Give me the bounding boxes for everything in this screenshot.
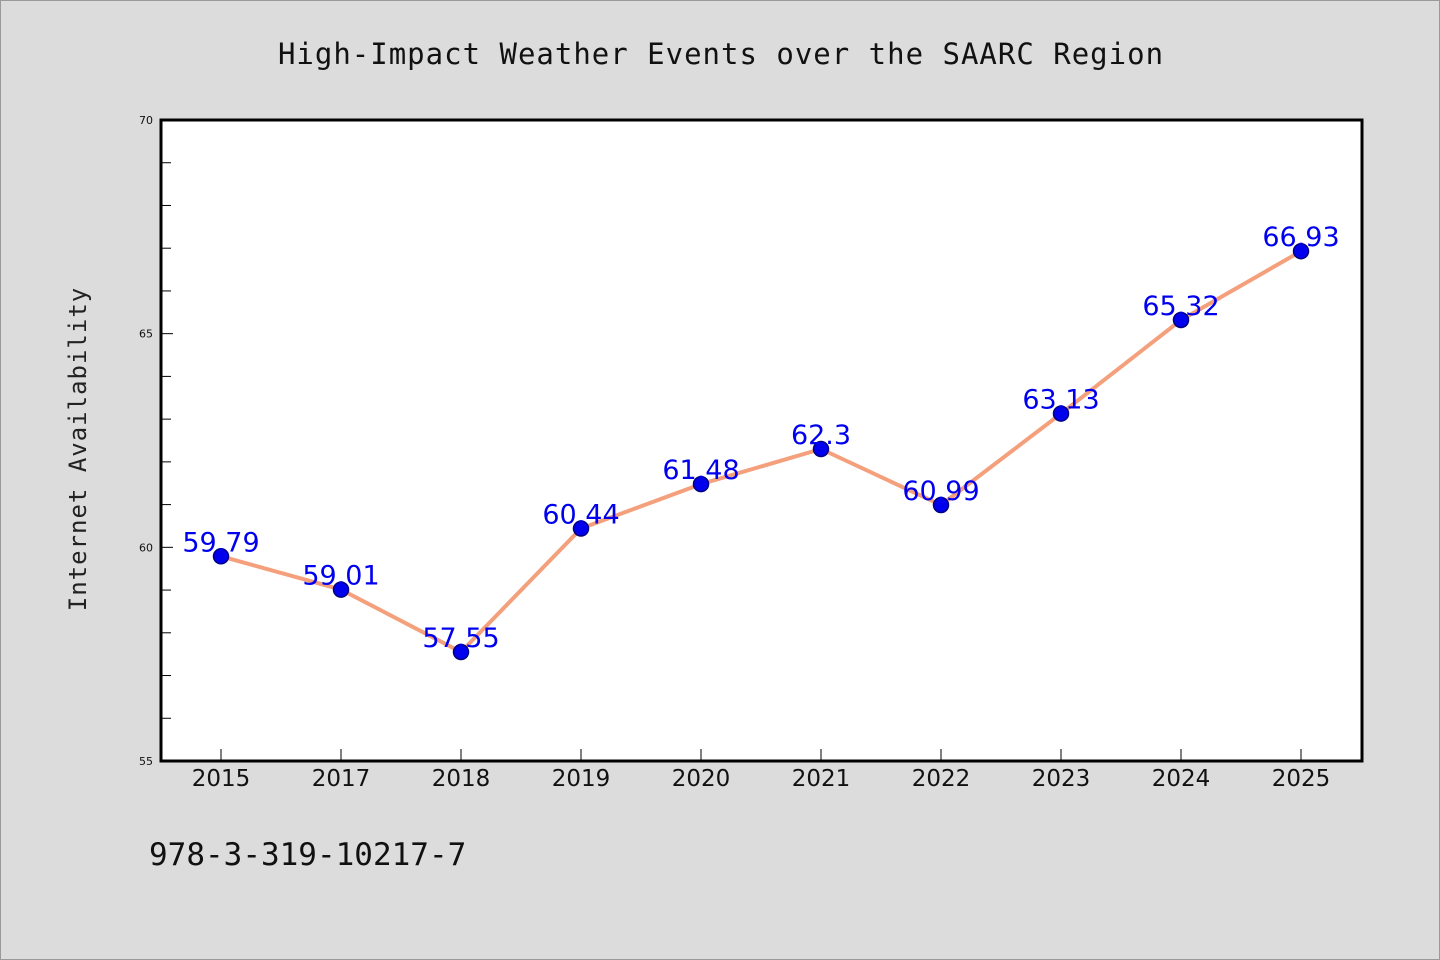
data-point: [572, 520, 590, 537]
y-tick-label: 70: [139, 114, 153, 127]
data-label: 59.01: [302, 561, 379, 592]
y-tick-label: 60: [139, 541, 153, 554]
x-tick-label: 2021: [792, 766, 851, 792]
data-label: 63.13: [1022, 385, 1099, 416]
data-point: [1172, 311, 1190, 329]
x-tick-label: 2024: [1152, 766, 1211, 792]
x-tick-label: 2020: [672, 766, 731, 792]
data-label: 60.44: [542, 500, 619, 531]
y-tick-label: 55: [139, 755, 153, 768]
x-tick-label: 2022: [912, 766, 971, 792]
y-tick-label: 65: [139, 328, 153, 341]
chart-title: High-Impact Weather Events over the SAAR…: [278, 37, 1164, 71]
x-axis: 2015 2017 2018 2019 2020 2021 2022 2023 2024 2025: [192, 749, 1331, 792]
data-point: [692, 475, 710, 493]
data-label: 60.99: [902, 476, 979, 507]
x-tick-label: 2023: [1032, 766, 1091, 792]
data-label: 59.79: [182, 527, 259, 558]
data-point: [932, 496, 950, 514]
plot-area: [161, 120, 1362, 761]
x-tick-label: 2017: [312, 766, 371, 792]
x-tick-label: 2015: [192, 766, 251, 792]
data-point: [812, 440, 830, 458]
data-point: [1052, 405, 1070, 422]
data-label: 57.55: [422, 623, 499, 654]
data-point: [1292, 242, 1310, 260]
data-point: [212, 548, 230, 565]
series-line: [219, 249, 1303, 654]
data-labels: 59.79 59.01 57.55 60.44 61.48 62.3 60.99 63.13 6…: [182, 222, 1339, 654]
footer-code: 978-3-319-10217-7: [149, 837, 466, 873]
data-label: 65.32: [1142, 291, 1219, 322]
x-tick-label: 2018: [432, 766, 491, 792]
y-axis-label: Internet Availability: [64, 287, 92, 611]
data-point: [332, 581, 350, 598]
series-markers: [212, 242, 1310, 661]
data-label: 62.3: [791, 420, 851, 451]
y-axis: 55 60 65 70: [139, 114, 173, 768]
x-tick-label: 2025: [1272, 766, 1331, 792]
data-point: [452, 643, 470, 661]
data-label: 66.93: [1262, 222, 1339, 253]
plot-frame: [159, 118, 1364, 763]
x-tick-label: 2019: [552, 766, 611, 792]
data-label: 61.48: [662, 455, 739, 486]
